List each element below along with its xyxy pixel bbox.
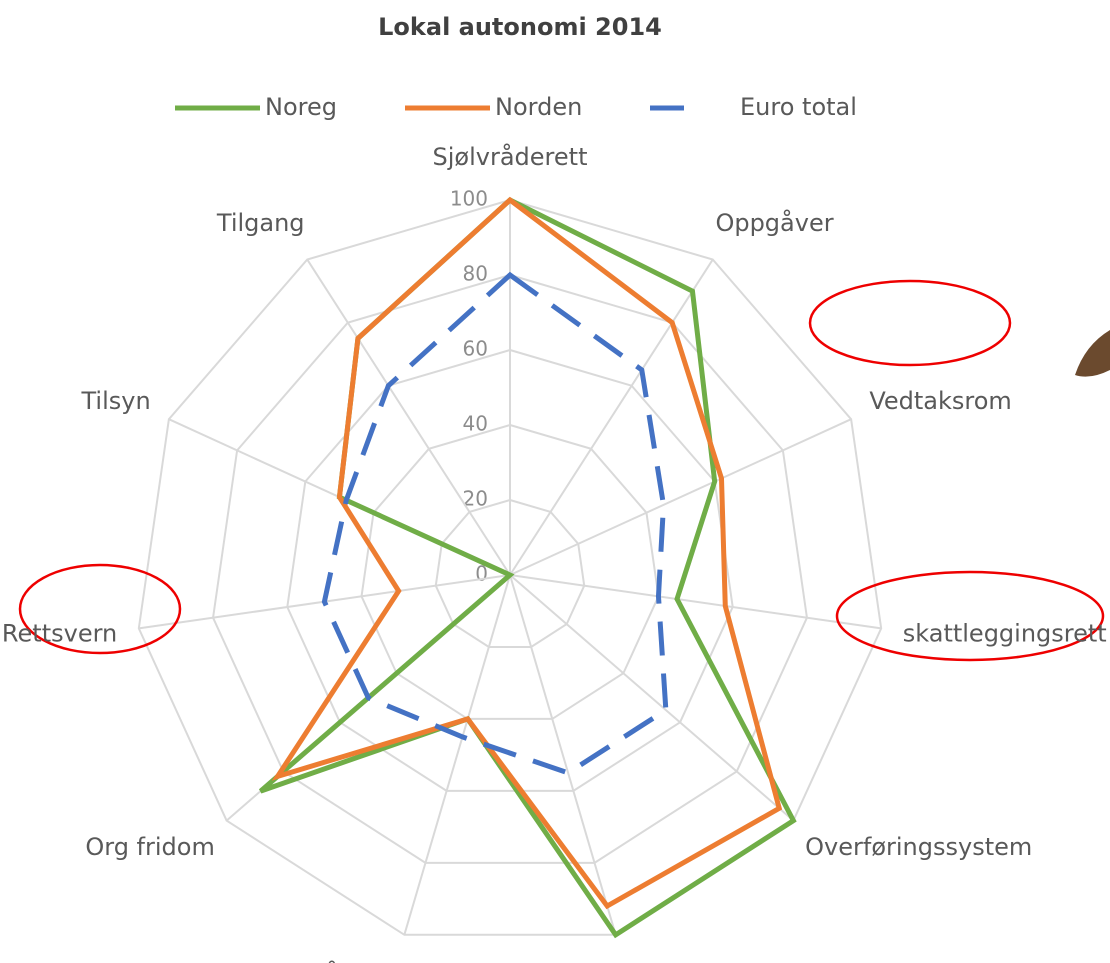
- tick-label: 60: [463, 337, 488, 361]
- tick-label: 40: [463, 412, 488, 436]
- category-label: Rettsvern: [2, 619, 117, 647]
- chart-title: Lokal autonomi 2014: [378, 13, 662, 41]
- series-line: [324, 275, 665, 773]
- spoke: [510, 575, 881, 628]
- legend-label: Noreg: [265, 93, 337, 121]
- annotation-circle: [810, 281, 1010, 365]
- category-label: Tilgang: [216, 209, 305, 237]
- tick-label: 100: [450, 187, 488, 211]
- category-label: Vedtaksrom: [869, 387, 1011, 415]
- decoration: [1075, 330, 1110, 377]
- category-label: Tilsyn: [80, 387, 150, 415]
- category-label: skattleggingsrett: [903, 619, 1107, 647]
- series-line: [278, 200, 780, 906]
- tick-label: 80: [463, 262, 488, 286]
- chart: Lokal autonomi 2014 020406080100 Sjølvrå…: [0, 0, 1110, 963]
- legend-label: Norden: [495, 93, 582, 121]
- legend-label: Euro total: [740, 93, 857, 121]
- category-label: Oppgåver: [715, 208, 833, 237]
- category-label: Org fridom: [85, 833, 214, 861]
- category-label: Sjølvråderett: [433, 142, 588, 171]
- category-label: Lånerett: [312, 959, 413, 963]
- category-label: Overføringssystem: [805, 833, 1032, 861]
